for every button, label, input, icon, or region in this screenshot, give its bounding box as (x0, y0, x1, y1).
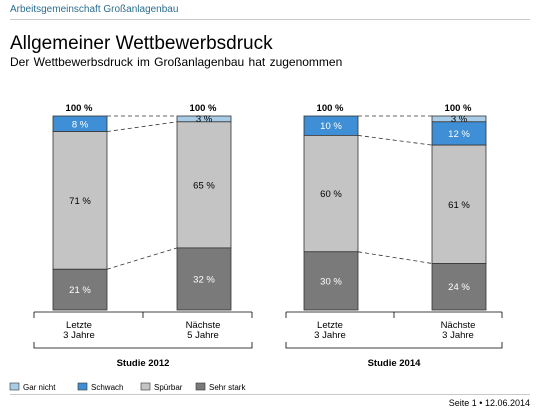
bar-segment (52, 131, 108, 270)
data-label: 10 % (320, 121, 342, 132)
page-footer: Seite 1 • 12.06.2014 (448, 398, 530, 408)
legend-swatch (140, 382, 151, 391)
bar-segment (431, 144, 487, 264)
connector-line (106, 247, 178, 270)
group-bracket (285, 342, 503, 349)
category-label: 3 Jahre (63, 330, 95, 341)
bar-segment (303, 251, 359, 311)
legend-label: Gar nicht (23, 383, 56, 392)
category-label: Letzte (66, 320, 92, 331)
connector-line (357, 135, 433, 146)
group-bracket (33, 342, 253, 349)
header-divider (10, 19, 530, 20)
total-label: 100 % (445, 103, 472, 114)
page-title: Allgemeiner Wettbewerbsdruck (10, 33, 273, 54)
total-label: 100 % (317, 103, 344, 114)
data-label: 60 % (320, 189, 342, 200)
data-label: 8 % (72, 119, 89, 130)
connector-line (357, 251, 433, 264)
category-label: 5 Jahre (187, 330, 219, 341)
data-label: 65 % (193, 180, 215, 191)
connector-line (106, 121, 178, 132)
legend-swatch (9, 382, 20, 391)
bar-segment (303, 134, 359, 253)
legend-label: Sehr stark (209, 383, 246, 392)
total-label: 100 % (66, 103, 93, 114)
total-label: 100 % (190, 103, 217, 114)
bar-segment (176, 121, 232, 249)
legend-label: Spürbar (154, 383, 183, 392)
bar-segment (431, 263, 487, 311)
footer-divider (10, 394, 530, 395)
data-label: 21 % (69, 285, 91, 296)
data-label: 71 % (69, 196, 91, 207)
organization-name: Arbeitsgemeinschaft Großanlagenbau (10, 4, 179, 15)
bar-segment (176, 247, 232, 311)
legend-swatch (195, 382, 206, 391)
category-label: 3 Jahre (314, 330, 346, 341)
data-label: 24 % (448, 282, 470, 293)
data-label: 30 % (320, 276, 342, 287)
legend-label: Schwach (91, 383, 123, 392)
legend-swatch (77, 382, 88, 391)
category-label: Nächste (186, 320, 221, 331)
category-label: 3 Jahre (442, 330, 474, 341)
group-label: Studie 2014 (368, 358, 422, 369)
category-label: Letzte (317, 320, 343, 331)
category-label: Nächste (441, 320, 476, 331)
bar-segment (52, 268, 108, 311)
data-label: 32 % (193, 274, 215, 285)
data-label: 12 % (448, 129, 470, 140)
page-subtitle: Der Wettbewerbsdruck im Großanlagenbau h… (10, 55, 343, 69)
data-label: 3 % (196, 114, 213, 125)
data-label: 3 % (451, 114, 468, 125)
group-label: Studie 2012 (117, 358, 170, 369)
data-label: 61 % (448, 200, 470, 211)
